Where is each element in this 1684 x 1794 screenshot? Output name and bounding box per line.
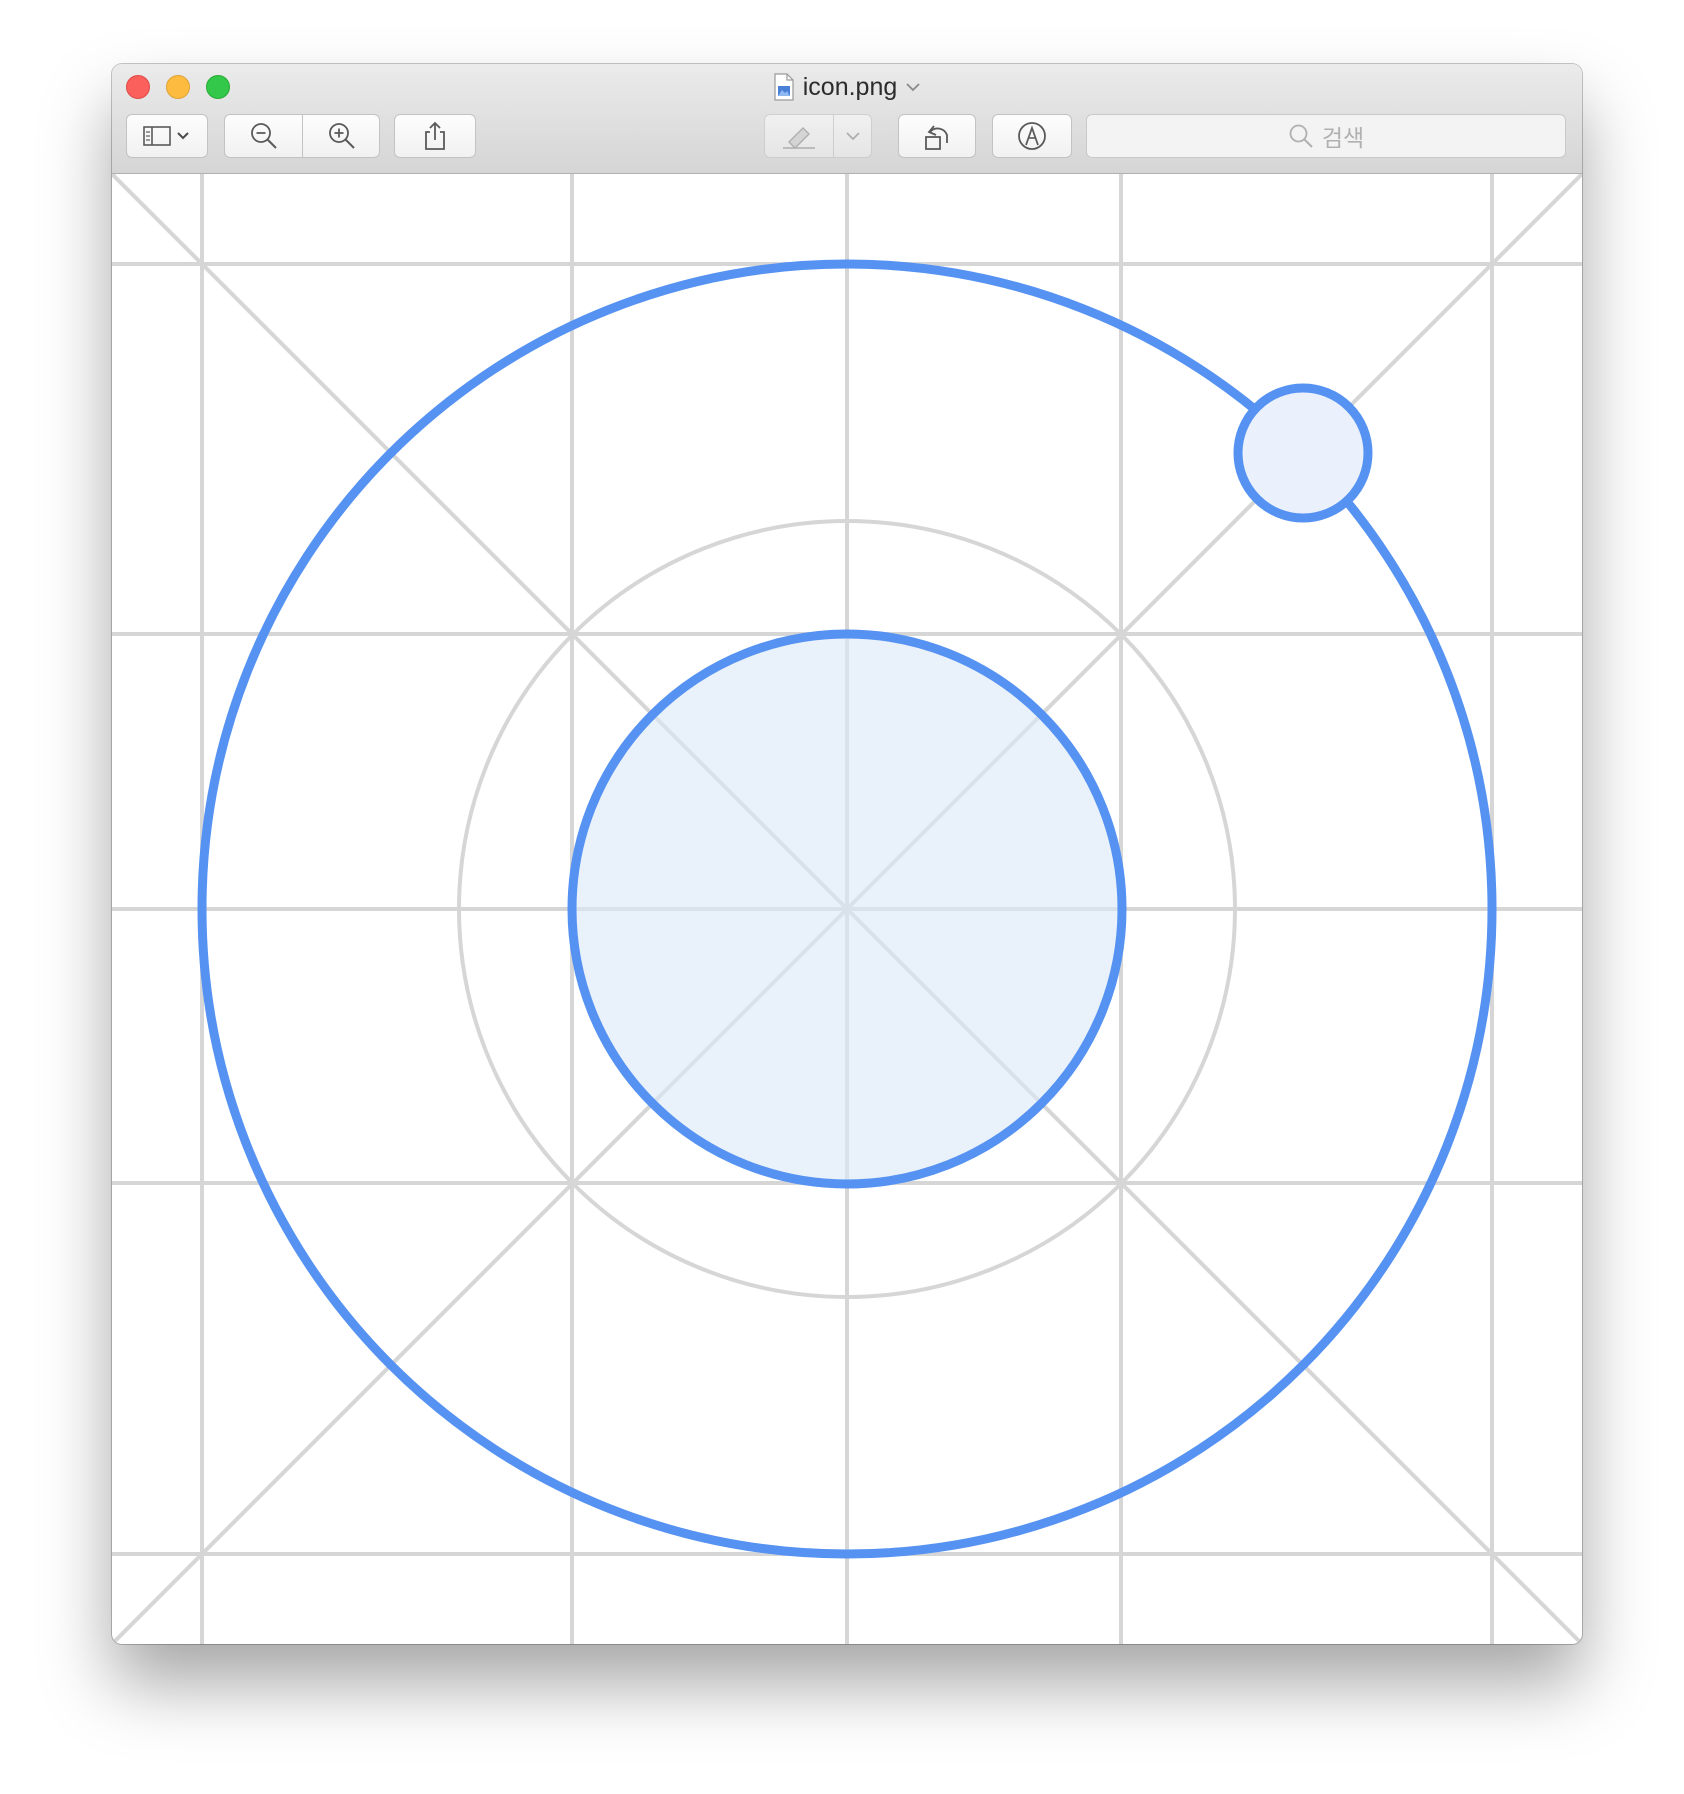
- markup-button[interactable]: [992, 114, 1072, 158]
- share-button[interactable]: [394, 114, 476, 158]
- window-title-text: icon.png: [802, 72, 898, 101]
- image-canvas: [112, 174, 1582, 1644]
- zoom-control: [224, 114, 380, 158]
- rotate-button[interactable]: [898, 114, 976, 158]
- zoom-out-button[interactable]: [225, 115, 303, 157]
- minimize-window-button[interactable]: [166, 75, 190, 99]
- highlighter-icon: [783, 127, 815, 149]
- grid-circle: [457, 519, 1237, 1299]
- titlebar: icon.png: [112, 64, 1582, 174]
- preview-window: icon.png: [112, 64, 1582, 1644]
- chevron-down-icon[interactable]: [905, 82, 921, 92]
- highlight-options-button[interactable]: [834, 115, 872, 157]
- rotate-left-icon: [925, 125, 948, 150]
- search-icon: [1289, 124, 1313, 148]
- outer-ring: [197, 259, 1497, 1559]
- zoom-in-icon: [329, 123, 355, 149]
- segment-divider: [833, 115, 834, 157]
- search-field[interactable]: 검색: [1086, 114, 1566, 158]
- segment-divider: [302, 115, 303, 157]
- chevron-down-icon: [846, 132, 860, 141]
- document-icon: [774, 73, 794, 101]
- close-window-button[interactable]: [126, 75, 150, 99]
- highlight-control: [764, 114, 872, 158]
- zoom-window-button[interactable]: [206, 75, 230, 99]
- satellite-circle: [1233, 383, 1373, 523]
- zoom-out-icon: [251, 123, 277, 149]
- sidebar-icon: [143, 126, 189, 146]
- search-placeholder: 검색: [1321, 125, 1365, 151]
- center-circle: [567, 629, 1127, 1189]
- zoom-in-button[interactable]: [303, 115, 381, 157]
- markup-pen-icon: [1018, 122, 1046, 150]
- share-icon: [425, 121, 445, 150]
- sidebar-view-button[interactable]: [126, 114, 208, 158]
- highlight-button[interactable]: [765, 115, 833, 157]
- window-title[interactable]: icon.png: [112, 70, 1582, 104]
